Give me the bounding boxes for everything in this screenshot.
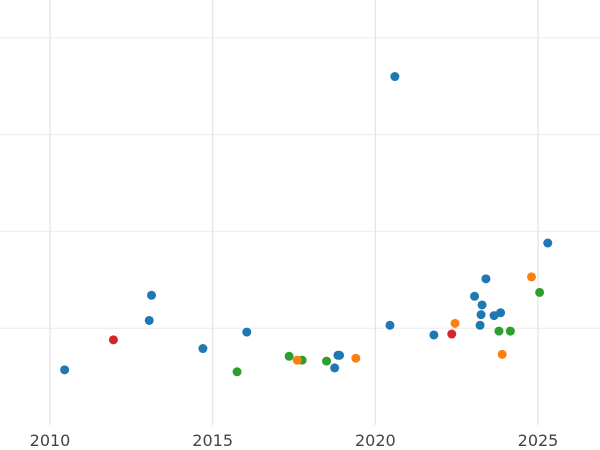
x-tick-label: 2020 — [355, 431, 396, 450]
data-point — [494, 326, 504, 336]
data-point — [198, 344, 208, 354]
data-point — [292, 355, 302, 365]
data-point — [543, 238, 553, 248]
data-point — [476, 310, 486, 320]
data-point — [335, 350, 345, 360]
data-point — [470, 291, 480, 301]
data-point — [526, 272, 536, 282]
data-point — [496, 308, 506, 318]
data-point — [322, 356, 332, 366]
data-point — [390, 72, 400, 82]
x-tick-label: 2025 — [518, 431, 559, 450]
data-point — [232, 367, 242, 377]
data-point — [447, 329, 457, 339]
data-point — [429, 330, 439, 340]
data-point — [477, 300, 487, 310]
data-point — [450, 318, 460, 328]
data-point — [144, 315, 154, 325]
data-point — [497, 349, 507, 359]
x-axis-tick-labels: 2010 2015 2020 2025 — [30, 431, 559, 450]
data-point — [535, 287, 545, 297]
x-tick-label: 2015 — [192, 431, 233, 450]
data-point — [242, 327, 252, 337]
gridlines — [0, 0, 600, 425]
data-point — [351, 353, 361, 363]
data-point — [108, 335, 118, 345]
data-point — [505, 326, 515, 336]
data-point — [481, 274, 491, 284]
data-point — [284, 351, 294, 361]
data-point — [385, 320, 395, 330]
data-point — [147, 290, 157, 300]
data-point — [330, 363, 340, 373]
data-points — [60, 72, 553, 377]
x-tick-label: 2010 — [30, 431, 71, 450]
data-point — [60, 365, 70, 375]
data-point — [475, 320, 485, 330]
